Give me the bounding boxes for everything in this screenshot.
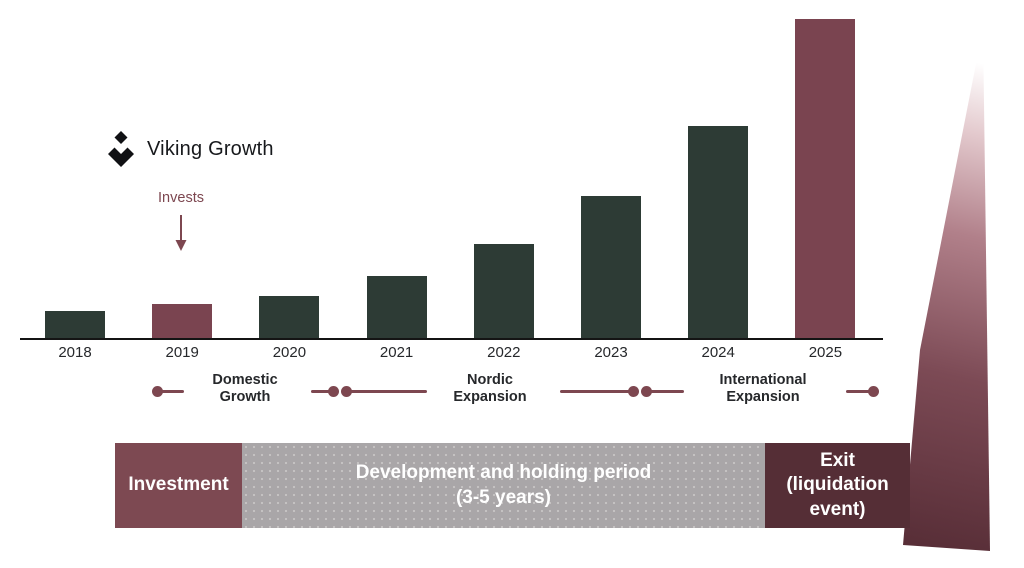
brand: Viking Growth [103,130,274,168]
bar-2023 [581,196,641,338]
down-arrow-icon [175,215,187,251]
x-tick-label-2022: 2022 [487,344,521,361]
bar-2021 [366,276,427,338]
phase-connector-dot [341,386,352,397]
phase-connector-dot [328,386,339,397]
phase-connector-line [159,390,184,393]
x-tick-label-2019: 2019 [165,344,199,361]
timeline-segment-investment: Investment [115,443,242,528]
invests-annotation: Invests [121,190,241,252]
phase-connector-dot [628,386,639,397]
bar-2025 [795,19,856,338]
timeline-segment-development: Development and holding period (3-5 year… [242,443,765,528]
bar-2018 [45,311,105,338]
x-tick-label-2018: 2018 [58,344,92,361]
phase-connector-line [350,390,427,393]
bar-2022 [473,244,534,338]
phase-connector-line [311,390,332,393]
x-tick-label-2023: 2023 [594,344,628,361]
phase-label-domestic-growth: Domestic Growth [212,372,278,405]
bar-2024 [688,126,749,338]
viking-diamonds-logo-icon [108,131,134,167]
brand-name: Viking Growth [147,137,274,160]
bar-2019 [152,304,213,338]
phase-label-international-expansion: International Expansion [719,372,807,405]
phase-connector-dot [868,386,879,397]
phase-connector-line [560,390,630,393]
x-tick-label-2024: 2024 [701,344,735,361]
timeline-segment-exit: Exit (liquidation event) [765,443,910,528]
invests-label: Invests [158,190,204,206]
x-tick-label-2025: 2025 [808,344,843,361]
timeline: Investment Development and holding perio… [115,443,910,528]
phase-label-nordic-expansion: Nordic Expansion [453,372,527,405]
phase-connector-dot [641,386,652,397]
phase-connector-line [846,390,871,393]
x-tick-label-2021: 2021 [379,344,414,361]
bar-2020 [259,296,320,338]
phase-connector-line [650,390,684,393]
bar-chart [45,19,856,338]
phase-connector-dot [152,386,163,397]
x-tick-label-2020: 2020 [272,344,307,361]
x-axis-line [20,338,883,340]
